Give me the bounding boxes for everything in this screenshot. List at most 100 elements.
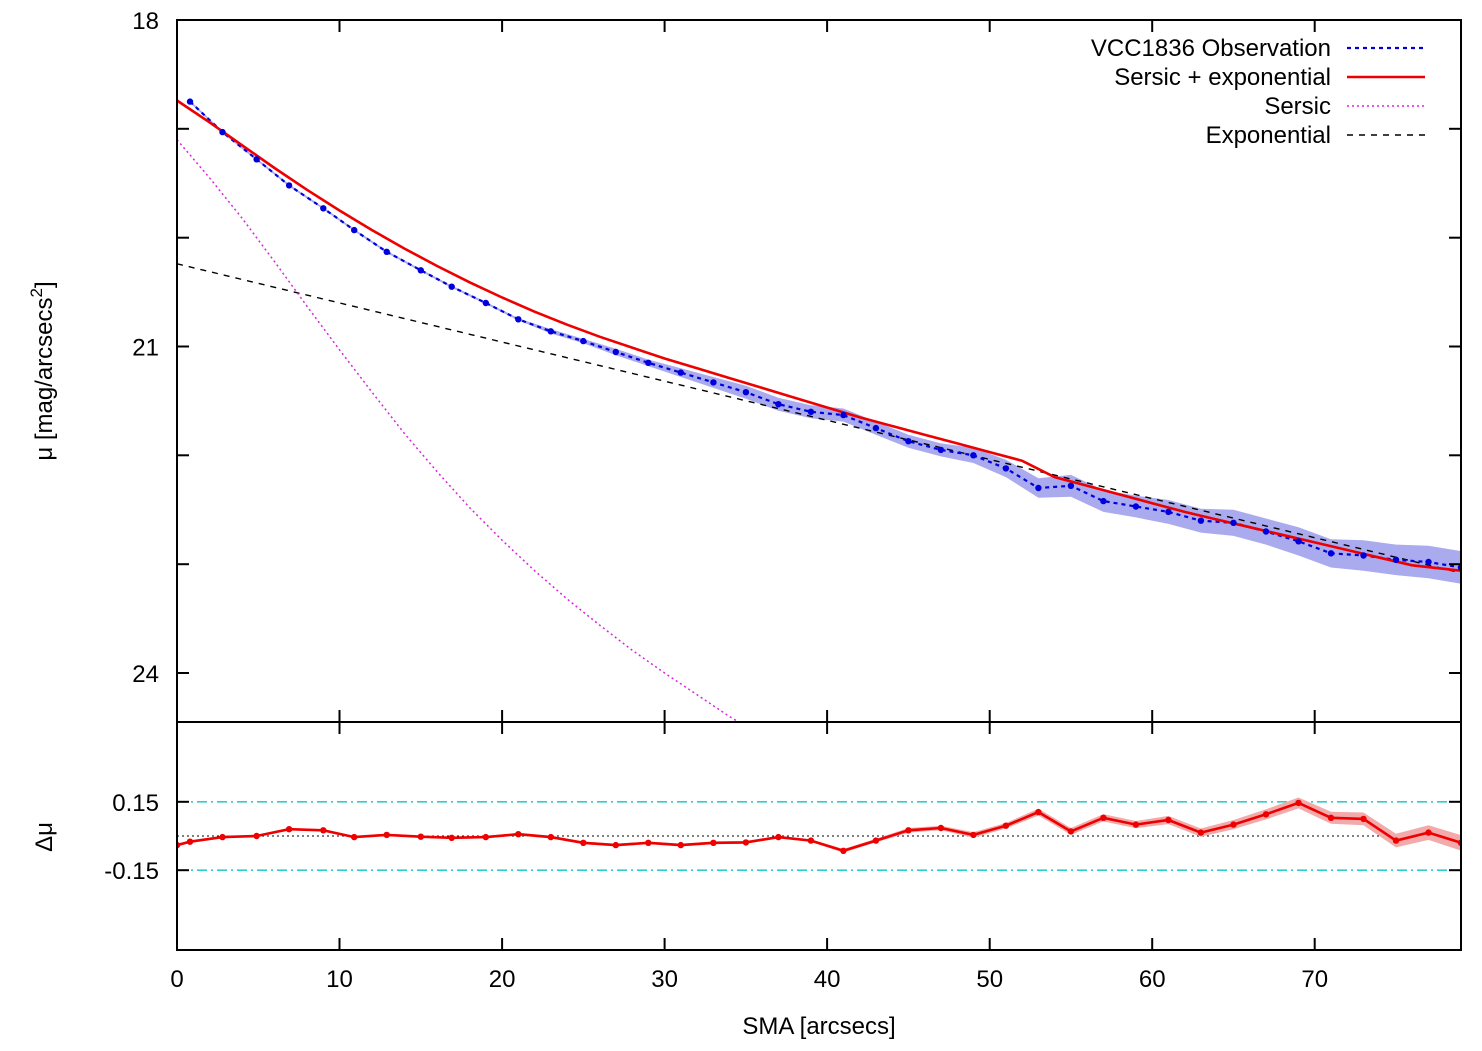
residual-point <box>383 831 390 839</box>
observation-point <box>1295 538 1302 545</box>
residual-point <box>1327 814 1335 821</box>
residual-point <box>645 839 652 846</box>
residual-point <box>742 839 750 846</box>
residual-point <box>417 833 424 840</box>
observation-point <box>1425 558 1432 566</box>
residual-point <box>970 831 977 839</box>
residual-point <box>482 833 489 841</box>
observation-point <box>417 267 424 274</box>
top-y-axis-label-text: μ [mag/arcsecs <box>31 297 58 460</box>
observation-point <box>742 389 750 396</box>
residual-point <box>1132 821 1140 828</box>
observation-point <box>515 316 522 323</box>
observation-point <box>482 299 489 307</box>
observation-point <box>351 226 358 234</box>
exponential-line <box>177 263 1461 574</box>
residual-point <box>547 833 554 841</box>
residual-point <box>1197 829 1205 836</box>
residual-point <box>1360 815 1367 823</box>
observation-point <box>937 446 945 454</box>
residual-point <box>580 839 587 846</box>
legend-entry-label: Exponential <box>1206 122 1331 149</box>
sersic-line <box>177 139 741 722</box>
top-y-tick-label: 18 <box>132 8 159 35</box>
x-tick-label: 40 <box>814 966 841 993</box>
x-tick-label: 60 <box>1139 966 1166 993</box>
residual-point <box>351 833 358 841</box>
legend-entry-label: VCC1836 Observation <box>1091 35 1331 62</box>
residual-point <box>515 831 522 838</box>
observation-uncertainty-band <box>190 100 1461 584</box>
observation-point <box>1327 550 1335 557</box>
bottom-y-axis-label: Δμ <box>31 822 58 852</box>
observation-point <box>1360 552 1367 559</box>
residual-point <box>320 827 327 834</box>
observation-point <box>1392 556 1400 563</box>
residual-point <box>285 826 293 833</box>
residual-points <box>177 799 1461 854</box>
observation-point <box>677 369 684 376</box>
top-panel <box>177 98 1461 722</box>
observation-point <box>840 411 847 419</box>
residual-point <box>612 841 619 849</box>
residual-point <box>1262 811 1270 818</box>
residual-point <box>840 847 847 854</box>
observation-points <box>186 98 1461 571</box>
residual-point <box>1295 799 1302 807</box>
top-y-axis-label: μ [mag/arcsecs2] <box>27 281 58 460</box>
top-y-axis-label-close: ] <box>31 281 58 288</box>
residual-point <box>677 841 684 849</box>
bottom-y-tick-label: 0.15 <box>112 790 159 817</box>
bottom-panel <box>177 797 1461 872</box>
top-y-axis-label-superscript: 2 <box>27 288 46 297</box>
observation-point <box>1165 508 1172 516</box>
residual-point <box>775 833 782 841</box>
residual-point <box>1067 828 1075 835</box>
x-tick-label: 10 <box>326 966 353 993</box>
top-series-lines <box>177 99 1461 722</box>
observation-error-band <box>190 100 1461 584</box>
legend-entry-label: Sersic <box>1264 93 1331 120</box>
legend-entry-label: Sersic + exponential <box>1114 64 1331 91</box>
sersic-exponential-fit-line <box>177 99 1461 572</box>
x-tick-label: 50 <box>976 966 1003 993</box>
residual-reference-lines <box>177 800 1461 872</box>
observation-point <box>580 337 587 345</box>
observation-point <box>1197 517 1205 524</box>
observation-line <box>189 100 1461 569</box>
observation-point <box>1230 519 1237 526</box>
residual-point <box>1035 808 1042 816</box>
residual-point <box>219 833 226 841</box>
observation-point <box>1002 465 1010 472</box>
x-tick-label: 0 <box>170 966 183 993</box>
observation-point <box>1262 528 1270 535</box>
residual-point <box>1230 821 1237 828</box>
residual-point <box>710 839 717 846</box>
observation-point <box>1067 482 1075 489</box>
residual-point <box>872 837 880 844</box>
residual-point <box>1002 822 1010 829</box>
residual-point <box>448 834 455 841</box>
observation-point <box>253 156 260 163</box>
residual-point <box>807 837 815 844</box>
observation-point <box>645 359 652 366</box>
bottom-plot-frame <box>176 721 1462 951</box>
residual-point <box>1425 829 1432 836</box>
residual-point <box>1100 814 1107 821</box>
bottom-y-tick-label: -0.15 <box>104 858 159 885</box>
observation-point <box>186 98 194 105</box>
observation-point <box>612 348 619 356</box>
observation-point <box>219 128 226 136</box>
observation-point <box>970 452 977 459</box>
residual-point <box>937 824 945 832</box>
x-tick-label: 70 <box>1301 966 1328 993</box>
top-y-tick-label: 21 <box>132 335 159 362</box>
x-axis-label: SMA [arcsecs] <box>742 1013 895 1040</box>
observation-point <box>285 182 293 189</box>
residual-point <box>1165 816 1172 824</box>
residual-point <box>186 838 194 845</box>
observation-point <box>320 205 327 212</box>
observation-point <box>1132 503 1140 510</box>
